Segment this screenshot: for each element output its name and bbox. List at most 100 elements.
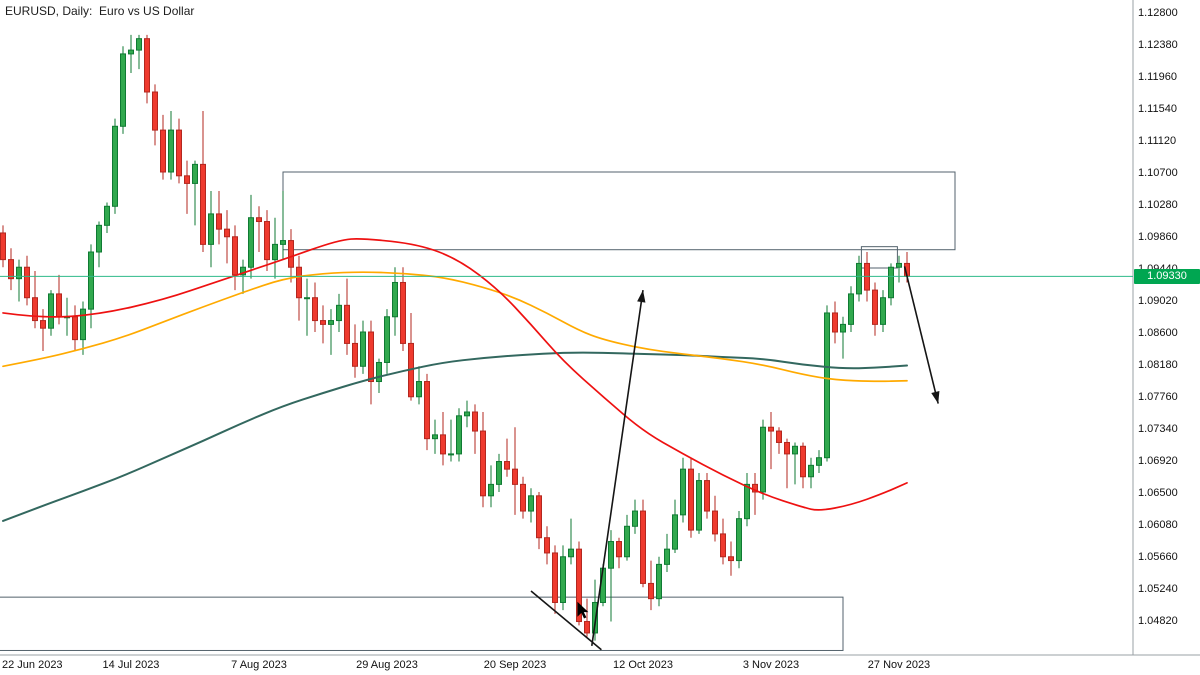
ma-medium-orange	[2, 271, 908, 383]
candle	[768, 412, 774, 470]
candle	[664, 533, 670, 572]
candle	[680, 457, 686, 523]
candle	[200, 111, 206, 252]
date-label: 20 Sep 2023	[484, 659, 546, 671]
candle	[592, 579, 598, 641]
candle	[336, 293, 342, 332]
price-tick-label: 1.04820	[1138, 615, 1178, 627]
candle	[368, 320, 374, 405]
candle	[24, 255, 30, 306]
price-tick-label: 1.06920	[1138, 455, 1178, 467]
candle	[872, 282, 878, 336]
candle	[232, 225, 238, 291]
candle	[880, 290, 886, 332]
date-label: 29 Aug 2023	[356, 659, 418, 671]
candle	[840, 316, 846, 359]
candle	[48, 290, 54, 336]
candle	[80, 301, 86, 355]
candle	[168, 111, 174, 180]
date-label: 7 Aug 2023	[231, 659, 287, 671]
candle	[448, 419, 454, 462]
candle	[216, 191, 222, 245]
candle	[656, 556, 662, 607]
candle	[256, 206, 262, 252]
candle	[112, 118, 118, 214]
support-trendline[interactable]	[530, 590, 602, 651]
candle	[88, 244, 94, 329]
candle	[40, 309, 46, 352]
candle	[248, 194, 254, 279]
candle	[480, 412, 486, 508]
candle	[896, 255, 902, 283]
price-tick-label: 1.06500	[1138, 487, 1178, 499]
candle	[888, 263, 894, 306]
candle	[392, 267, 398, 336]
price-axis[interactable]: 1.12800 1.12380 1.11960 1.11540 1.11120 1.107…	[1138, 7, 1178, 627]
candle	[400, 267, 406, 352]
candle	[792, 442, 798, 485]
candle	[760, 419, 766, 500]
candle	[408, 312, 414, 401]
candle	[296, 255, 302, 321]
candle	[704, 472, 710, 519]
ma-fast-red	[2, 238, 908, 511]
candle	[456, 408, 462, 462]
price-tick-label: 1.08600	[1138, 327, 1178, 339]
candles	[0, 34, 910, 641]
candle	[720, 518, 726, 565]
date-label: 22 Jun 2023	[2, 659, 63, 671]
time-axis[interactable]: 22 Jun 2023 14 Jul 2023 7 Aug 2023 29 Aug 2…	[2, 659, 930, 671]
candle	[744, 472, 750, 527]
bullish-projection-arrow[interactable]	[591, 289, 646, 647]
candle	[0, 225, 6, 268]
candle	[504, 438, 510, 477]
price-tick-label: 1.12800	[1138, 7, 1178, 19]
price-tick-label: 1.11960	[1138, 71, 1177, 83]
candle	[208, 191, 214, 268]
candle	[416, 366, 422, 405]
date-label: 14 Jul 2023	[103, 659, 160, 671]
price-tick-label: 1.09020	[1138, 295, 1178, 307]
candle	[560, 545, 566, 611]
price-tick-label: 1.11540	[1138, 103, 1177, 115]
price-tick-label: 1.05660	[1138, 551, 1178, 563]
candle	[528, 488, 534, 523]
candle	[616, 537, 622, 569]
price-tick-label: 1.09860	[1138, 231, 1178, 243]
candle	[280, 191, 286, 260]
price-tick-label: 1.06080	[1138, 519, 1178, 531]
price-tick-label: 1.08180	[1138, 359, 1178, 371]
candle	[32, 271, 38, 329]
price-tick-label: 1.07340	[1138, 423, 1178, 435]
candle	[184, 160, 190, 214]
breakout-rectangle[interactable]	[860, 246, 898, 269]
support-zone-rectangle[interactable]	[0, 596, 844, 651]
candle	[736, 511, 742, 569]
candle	[488, 465, 494, 508]
price-tick-label: 1.10280	[1138, 199, 1178, 211]
price-tick-label: 1.05240	[1138, 583, 1178, 595]
mouse-cursor-icon	[577, 601, 589, 619]
resistance-zone-rectangle[interactable]	[282, 171, 956, 251]
current-price-badge: 1.09330	[1134, 269, 1200, 284]
candle	[152, 84, 158, 146]
price-tick-label: 1.12380	[1138, 39, 1178, 51]
chart-title: EURUSD, Daily: Euro vs US Dollar	[5, 4, 195, 18]
date-label: 12 Oct 2023	[613, 659, 673, 671]
candle	[688, 457, 694, 538]
candle	[72, 305, 78, 352]
candle	[16, 259, 22, 302]
bearish-projection-arrow[interactable]	[903, 266, 940, 404]
candle	[384, 309, 390, 374]
candle	[224, 210, 230, 264]
candle	[848, 286, 854, 332]
candle	[192, 160, 198, 226]
candle	[808, 457, 814, 489]
candle	[712, 495, 718, 542]
candle	[552, 545, 558, 614]
candle	[328, 309, 334, 355]
candle	[160, 114, 166, 180]
candle	[96, 221, 102, 268]
candle	[608, 530, 614, 622]
